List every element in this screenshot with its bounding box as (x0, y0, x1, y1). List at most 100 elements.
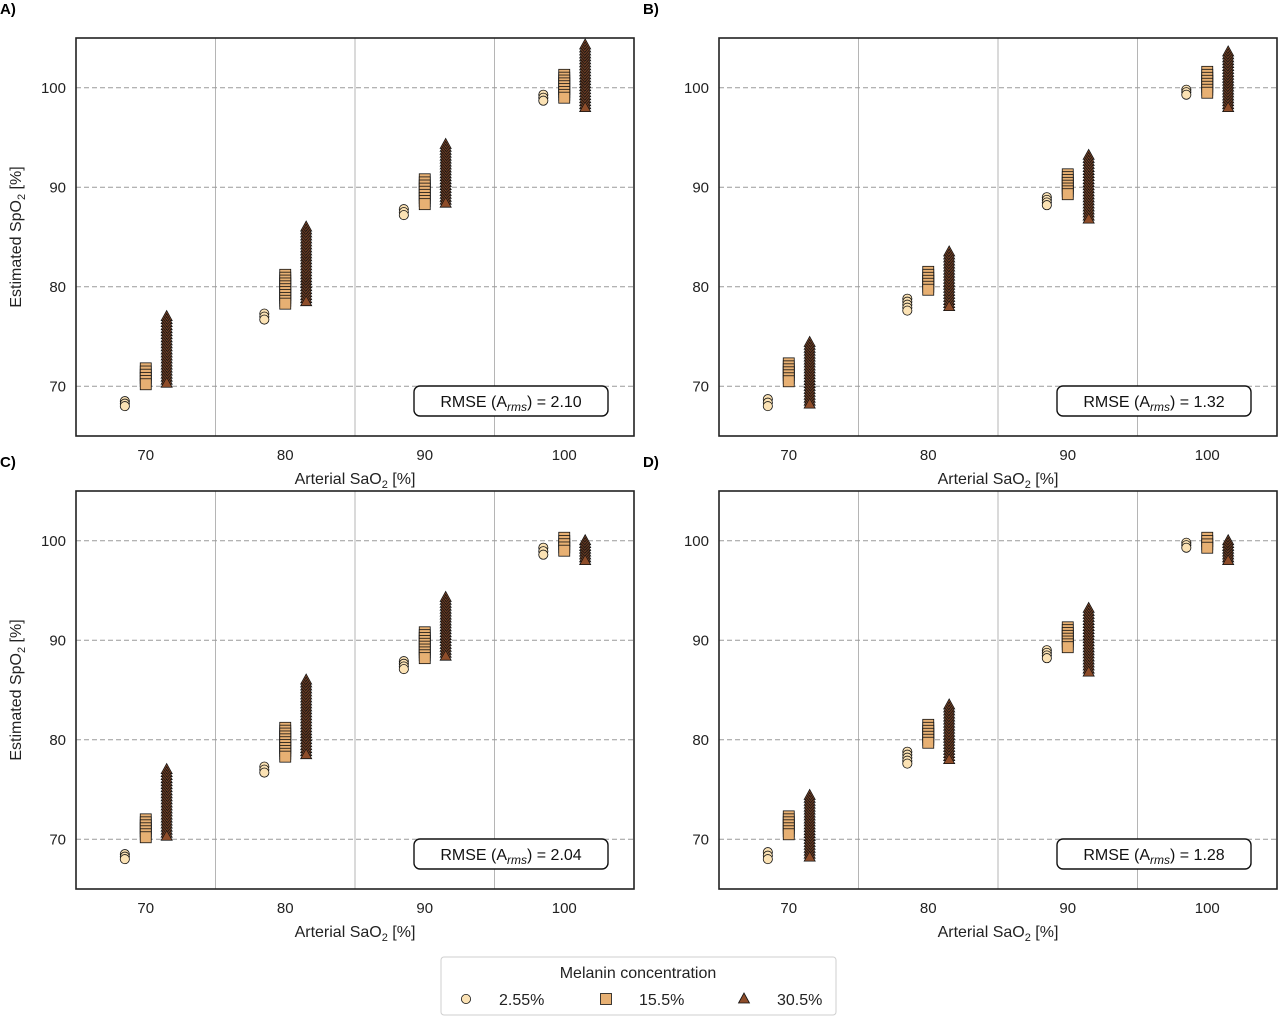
y-tick-label: 70 (49, 831, 66, 848)
y-tick-label: 80 (692, 732, 709, 749)
panel-label: B) (643, 1, 659, 18)
rmse-annotation: RMSE (Arms) = 2.10 (440, 394, 581, 414)
square-marker (279, 297, 292, 310)
circle-marker (119, 401, 130, 412)
triangle-marker (942, 752, 956, 765)
y-tick-label: 70 (692, 378, 709, 395)
series-circle (119, 89, 549, 412)
series-square (782, 531, 1214, 841)
x-axis-label: Arterial SaO2 [%] (938, 924, 1059, 944)
square-marker (418, 652, 431, 665)
square-marker (418, 198, 431, 211)
series-circle (762, 84, 1192, 412)
square-marker (922, 283, 935, 296)
circle-marker (538, 95, 549, 106)
x-tick-label: 70 (137, 900, 154, 917)
legend-title: Melanin concentration (560, 965, 717, 982)
triangle-marker (439, 649, 452, 661)
x-tick-label: 80 (277, 900, 294, 917)
legend-circle-icon (460, 994, 471, 1005)
series-triangle (803, 45, 1235, 409)
panel-a: A) 70 80 90 100 70 80 90 100 Arterial SaO2 [%] Est… (0, 1, 635, 491)
legend-item-triangle: 30.5% (737, 992, 822, 1009)
legend-label: 2.55% (499, 992, 544, 1009)
series-circle (762, 537, 1192, 865)
rmse-annotation: RMSE (Arms) = 1.32 (1083, 394, 1224, 414)
panel-d: D) 70 80 90 100 70 80 90 100 Arterial SaO2 [%] RMS… (643, 454, 1278, 944)
panel-label: A) (0, 1, 16, 18)
circle-marker (1181, 89, 1192, 100)
y-tick-label: 70 (692, 831, 709, 848)
y-tick-label: 100 (684, 80, 709, 97)
x-tick-label: 90 (416, 900, 433, 917)
x-axis-label: Arterial SaO2 [%] (295, 924, 416, 944)
square-marker (558, 91, 571, 104)
x-tick-label: 80 (920, 900, 937, 917)
series-triangle (160, 38, 592, 388)
legend-label: 15.5% (639, 992, 684, 1009)
triangle-marker (578, 100, 592, 113)
circle-marker (538, 549, 549, 560)
series-square (139, 531, 571, 844)
y-tick-label: 90 (49, 179, 66, 196)
legend-square-icon (600, 993, 612, 1005)
axes-frame (718, 490, 1278, 890)
square-marker (1201, 541, 1214, 554)
circle-marker (119, 854, 130, 865)
series-triangle (160, 533, 592, 841)
square-marker (782, 828, 795, 841)
panel-label: C) (0, 454, 16, 471)
axes-frame (718, 37, 1278, 437)
y-tick-label: 80 (49, 732, 66, 749)
y-tick-label: 90 (49, 632, 66, 649)
legend-item-circle: 2.55% (460, 992, 544, 1009)
y-axis-label: Estimated SpO2 [%] (8, 166, 28, 307)
triangle-marker (942, 299, 956, 312)
x-tick-label: 100 (1195, 900, 1220, 917)
series-triangle (803, 533, 1235, 862)
x-tick-label: 100 (1195, 447, 1220, 464)
triangle-marker (803, 397, 816, 409)
panel-label: D) (643, 454, 659, 471)
legend-label: 30.5% (777, 992, 822, 1009)
square-marker (139, 831, 152, 844)
y-tick-label: 100 (41, 80, 66, 97)
x-tick-label: 90 (1059, 900, 1076, 917)
triangle-marker (803, 850, 816, 862)
square-marker (1061, 641, 1074, 654)
square-marker (782, 375, 795, 388)
triangle-marker (160, 829, 173, 841)
series-square (139, 68, 571, 391)
series-circle (119, 542, 549, 865)
circle-marker (398, 664, 409, 675)
y-tick-label: 80 (692, 279, 709, 296)
triangle-marker (578, 553, 592, 566)
triangle-marker (1082, 665, 1095, 677)
x-axis-label: Arterial SaO2 [%] (938, 471, 1059, 491)
rmse-box (1056, 838, 1252, 870)
panel-c: C) 70 80 90 100 70 80 90 100 Arterial SaO2 [%] Est… (0, 454, 635, 944)
y-tick-label: 100 (41, 533, 66, 550)
triangle-marker (299, 747, 313, 760)
x-tick-label: 70 (137, 447, 154, 464)
circle-marker (762, 854, 773, 865)
triangle-marker (1082, 212, 1095, 224)
triangle-marker (1221, 553, 1235, 566)
x-tick-label: 80 (920, 447, 937, 464)
triangle-marker (1221, 100, 1235, 113)
series-square (782, 65, 1214, 388)
circle-marker (902, 305, 913, 316)
y-tick-label: 80 (49, 279, 66, 296)
circle-marker (762, 401, 773, 412)
legend-item-square: 15.5% (600, 992, 684, 1009)
triangle-marker (299, 294, 313, 307)
panel-b: B) 70 80 90 100 70 80 90 100 Arterial SaO2 [%] RMS… (643, 1, 1278, 491)
circle-marker (398, 210, 409, 221)
triangle-marker (439, 196, 452, 208)
square-marker (139, 378, 152, 391)
y-tick-label: 90 (692, 632, 709, 649)
x-tick-label: 90 (1059, 447, 1076, 464)
legend-triangle-icon (737, 992, 751, 1004)
x-tick-label: 100 (552, 900, 577, 917)
legend: Melanin concentration 2.55% 15.5% 30.5% (440, 956, 837, 1016)
